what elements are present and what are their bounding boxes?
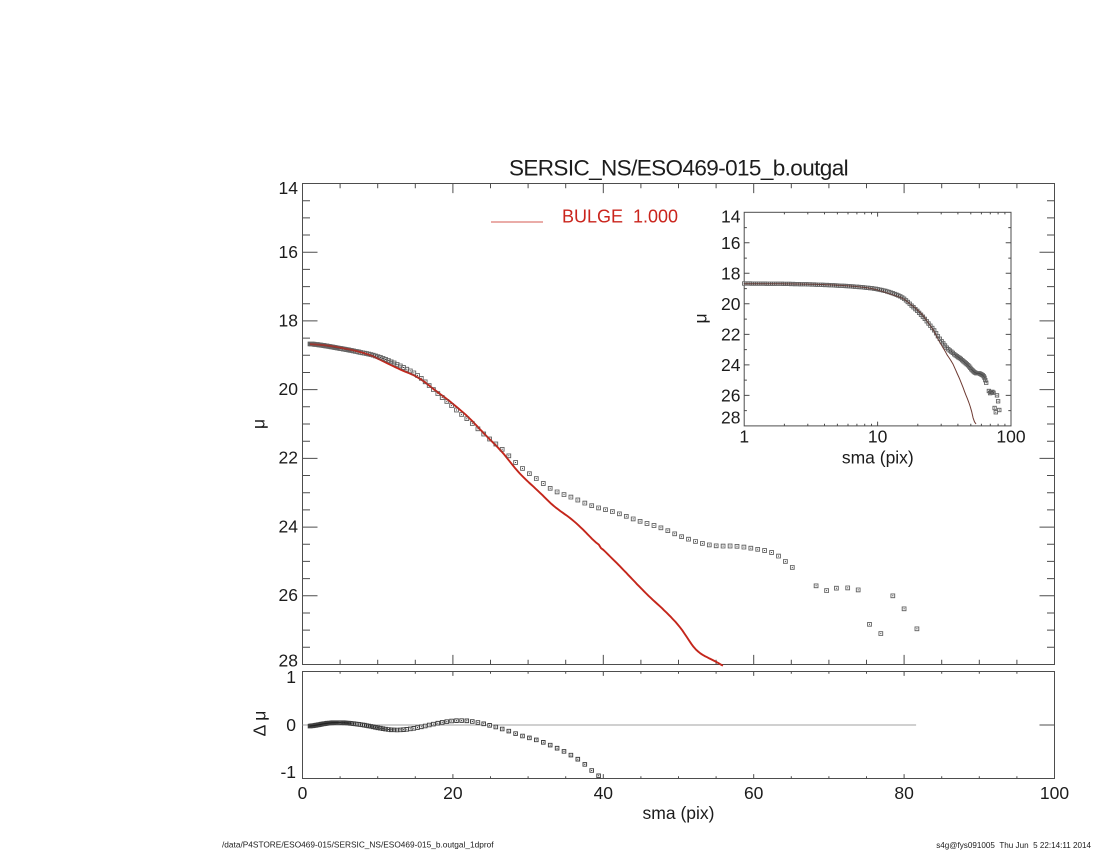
svg-text:/data/P4STORE/ESO469-015/SERSI: /data/P4STORE/ESO469-015/SERSIC_NS/ESO46… (222, 839, 494, 849)
svg-text:-1: -1 (280, 762, 296, 782)
svg-text:80: 80 (894, 783, 914, 803)
svg-text:24: 24 (721, 355, 741, 375)
svg-text:22: 22 (279, 448, 298, 468)
svg-text:BULGE 1.000: BULGE 1.000 (562, 206, 678, 226)
svg-text:18: 18 (279, 310, 298, 330)
svg-text:24: 24 (279, 516, 299, 536)
svg-text:10: 10 (868, 427, 888, 447)
svg-text:μ: μ (691, 313, 711, 323)
svg-text:Δ μ: Δ μ (250, 711, 270, 737)
svg-text:28: 28 (279, 651, 298, 671)
svg-text:20: 20 (721, 294, 741, 314)
svg-text:18: 18 (721, 264, 740, 284)
svg-text:16: 16 (279, 242, 298, 262)
svg-text:1: 1 (739, 427, 749, 447)
svg-text:100: 100 (1040, 783, 1069, 803)
svg-text:40: 40 (594, 783, 614, 803)
svg-text:20: 20 (443, 783, 463, 803)
svg-text:26: 26 (279, 585, 298, 605)
svg-text:μ: μ (249, 419, 269, 429)
svg-text:s4g@fys091005 Thu Jun 5 22:1: s4g@fys091005 Thu Jun 5 22:14:11 2014 (936, 841, 1091, 850)
svg-text:sma (pix): sma (pix) (842, 448, 914, 468)
svg-text:28: 28 (721, 408, 740, 428)
svg-text:0: 0 (298, 783, 308, 803)
svg-text:26: 26 (721, 386, 740, 406)
svg-text:100: 100 (996, 427, 1025, 447)
svg-text:60: 60 (744, 783, 764, 803)
svg-text:14: 14 (721, 207, 741, 227)
svg-text:0: 0 (286, 715, 296, 735)
svg-text:SERSIC_NS/ESO469-015_b.outgal: SERSIC_NS/ESO469-015_b.outgal (509, 156, 848, 181)
svg-text:sma (pix): sma (pix) (643, 803, 715, 823)
svg-text:14: 14 (279, 178, 299, 198)
svg-text:22: 22 (721, 325, 740, 345)
svg-text:1: 1 (286, 667, 296, 687)
svg-text:20: 20 (279, 379, 299, 399)
svg-text:16: 16 (721, 233, 740, 253)
